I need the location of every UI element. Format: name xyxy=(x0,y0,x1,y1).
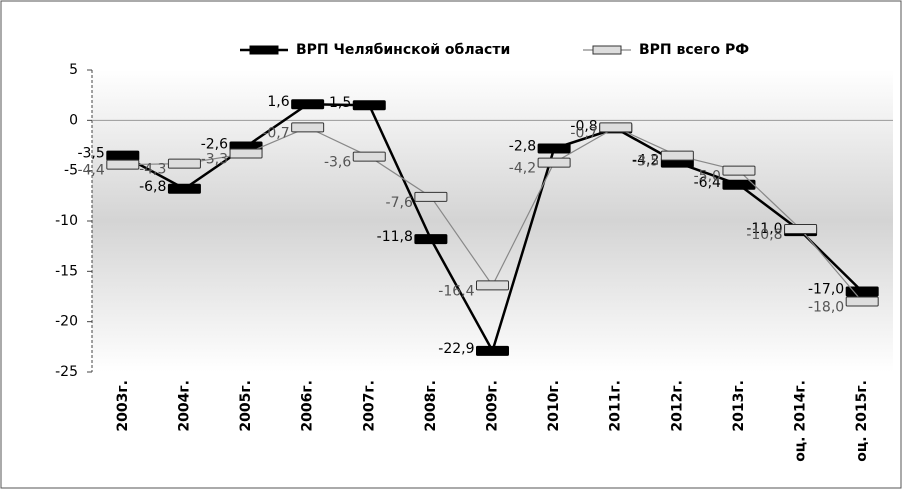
y-tick-label: -10 xyxy=(55,213,78,229)
x-tick-label: 2006г. xyxy=(300,380,316,432)
data-label: -4,3 xyxy=(139,162,166,178)
y-tick-label: 0 xyxy=(69,112,78,128)
x-tick-label: 2008г. xyxy=(423,380,439,432)
marker xyxy=(291,122,325,133)
data-label: -22,9 xyxy=(438,341,474,357)
data-label: -3,5 xyxy=(77,146,104,162)
data-label: -3,5 xyxy=(632,154,659,170)
x-tick-label: 2007г. xyxy=(361,380,377,432)
marker xyxy=(291,99,325,110)
data-label: -5,0 xyxy=(694,169,721,185)
y-tick-label: -5 xyxy=(64,163,78,179)
data-label: -4,4 xyxy=(77,163,104,179)
x-tick-label: 2005г. xyxy=(238,380,254,432)
marker xyxy=(352,151,386,162)
y-tick-label: -20 xyxy=(55,314,78,330)
marker xyxy=(660,150,694,161)
marker xyxy=(722,179,756,190)
data-label: -2,8 xyxy=(509,139,536,155)
legend-label: ВРП всего РФ xyxy=(639,42,749,58)
x-tick-label: оц. 2015г. xyxy=(854,380,870,462)
data-label: -18,0 xyxy=(808,300,844,316)
marker xyxy=(476,280,509,291)
marker xyxy=(537,157,571,168)
y-tick-label: -15 xyxy=(55,263,78,279)
data-label: -4,2 xyxy=(632,153,659,169)
marker xyxy=(167,183,201,194)
data-label: -2,6 xyxy=(201,137,228,153)
marker xyxy=(414,234,448,245)
data-label: 1,6 xyxy=(267,94,289,110)
marker xyxy=(106,159,140,170)
x-tick-label: оц. 2014г. xyxy=(793,380,809,462)
x-tick-label: 2004г. xyxy=(176,380,192,432)
marker xyxy=(599,122,633,133)
data-label: -0,7 xyxy=(262,125,289,141)
x-tick-label: 2012г. xyxy=(669,380,685,432)
data-label: 1,5 xyxy=(329,95,351,111)
marker xyxy=(229,148,263,159)
data-label: -3,3 xyxy=(201,152,228,168)
legend-label: ВРП Челябинской области xyxy=(296,42,510,58)
data-label: -10,8 xyxy=(746,227,782,243)
marker xyxy=(414,191,448,202)
data-label: -11,8 xyxy=(377,229,413,245)
data-label: -3,6 xyxy=(324,155,351,171)
data-label: -4,2 xyxy=(509,161,536,177)
marker xyxy=(167,158,201,169)
marker xyxy=(722,165,756,176)
x-tick-label: 2003г. xyxy=(115,380,131,432)
data-label: -0,8 xyxy=(570,118,597,134)
legend-marker xyxy=(249,45,279,55)
data-label: -11,0 xyxy=(746,221,782,237)
marker xyxy=(106,150,140,161)
marker xyxy=(352,100,386,111)
data-label: -16,4 xyxy=(438,283,474,299)
marker xyxy=(537,143,571,154)
y-tick-label: -25 xyxy=(55,364,78,380)
marker xyxy=(845,296,879,307)
data-label: -6,4 xyxy=(694,175,721,191)
data-label: -0,7 xyxy=(570,125,597,141)
x-tick-label: 2011г. xyxy=(608,380,624,432)
marker xyxy=(845,286,879,297)
x-tick-label: 2009г. xyxy=(485,380,501,432)
legend-marker xyxy=(592,45,622,55)
y-tick-label: 5 xyxy=(69,62,78,78)
data-label: -17,0 xyxy=(808,281,844,297)
x-tick-label: 2010г. xyxy=(546,380,562,432)
data-label: -6,8 xyxy=(139,179,166,195)
x-tick-label: 2013г. xyxy=(731,380,747,432)
data-label: -7,6 xyxy=(386,195,413,211)
marker xyxy=(784,224,818,235)
marker xyxy=(476,345,509,356)
